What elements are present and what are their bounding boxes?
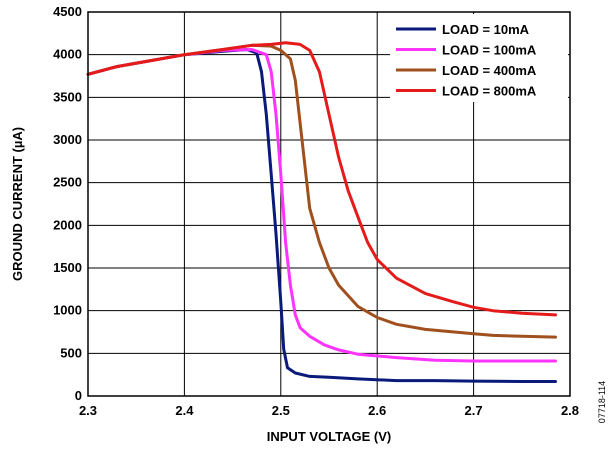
x-tick-label: 2.6 — [368, 403, 386, 418]
y-tick-label: 3000 — [53, 132, 82, 147]
y-tick-label: 0 — [75, 388, 82, 403]
legend-entry-label: LOAD = 100mA — [442, 43, 537, 58]
y-tick-label: 1500 — [53, 260, 82, 275]
legend: LOAD = 10mA LOAD = 100mA LOAD = 400mA LOAD … — [390, 14, 568, 102]
legend-entry-label: LOAD = 400mA — [442, 63, 537, 78]
x-tick-label: 2.7 — [465, 403, 483, 418]
figure-id: 07718-114 — [597, 381, 607, 423]
x-tick-label: 2.4 — [175, 403, 194, 418]
series-lines — [86, 41, 557, 383]
plot-frame — [87, 11, 571, 397]
y-tick-label: 4500 — [53, 4, 82, 19]
y-tick-label: 4000 — [53, 47, 82, 62]
y-tick-labels: 0 500 1000 1500 2000 2500 3000 3500 4000 4500 — [53, 4, 82, 403]
series-line — [86, 41, 557, 317]
y-tick-label: 1000 — [53, 303, 82, 318]
x-tick-label: 2.8 — [561, 403, 579, 418]
x-tick-labels: 2.3 2.4 2.5 2.6 2.7 2.8 — [79, 403, 579, 418]
x-axis-title: INPUT VOLTAGE (V) — [267, 429, 391, 444]
y-tick-label: 2500 — [53, 175, 82, 190]
y-tick-label: 500 — [60, 345, 82, 360]
y-tick-label: 3500 — [53, 89, 82, 104]
x-tick-label: 2.5 — [272, 403, 290, 418]
x-tick-label: 2.3 — [79, 403, 97, 418]
legend-entry-label: LOAD = 10mA — [442, 22, 530, 37]
y-tick-label: 2000 — [53, 217, 82, 232]
y-axis-title: GROUND CURRENT (µA) — [10, 127, 25, 281]
legend-entry-label: LOAD = 800mA — [442, 84, 537, 99]
